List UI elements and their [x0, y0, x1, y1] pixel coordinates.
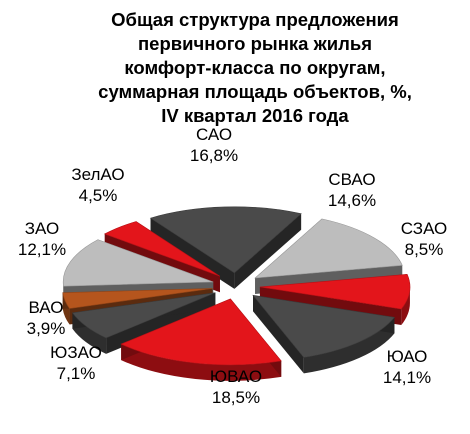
pie-slice-top — [103, 221, 221, 277]
slice-name-label: ЗелАО — [71, 165, 124, 184]
slice-name-label: ЮВАО — [210, 367, 262, 386]
chart-title-line: комфорт-класса по округам, — [124, 57, 386, 78]
chart-title-line: суммарная площадь объектов, %, — [98, 81, 412, 102]
slice-value-label: 12,1% — [18, 240, 66, 259]
slice-name-label: СВАО — [328, 170, 375, 189]
slice-name-label: ВАО — [29, 298, 64, 317]
pie-slice-side — [303, 317, 395, 374]
slice-name-label: ЮЗАО — [50, 343, 102, 362]
chart-title-line: Общая структура предложения — [111, 9, 399, 30]
slice-value-label: 8,5% — [405, 240, 444, 259]
slice-value-label: 4,5% — [79, 186, 118, 205]
slice-name-label: ЮАО — [387, 347, 428, 366]
pie-slice — [149, 206, 302, 289]
pie-slice-side — [121, 344, 282, 381]
chart-title-line: IV квартал 2016 года — [161, 105, 349, 126]
pie-slice-top — [149, 206, 302, 274]
pie-slice-top — [62, 239, 214, 287]
chart-title: Общая структура предложения первичного р… — [60, 8, 450, 128]
slice-value-label: 3,9% — [27, 319, 66, 338]
slice-name-label: СЗАО — [401, 219, 448, 238]
pie-slice-side — [401, 286, 410, 325]
pie-slice — [71, 292, 216, 354]
slice-value-label: 14,6% — [328, 191, 376, 210]
chart-title-line: первичного рынка жилья — [138, 33, 372, 54]
pie-slice-face — [234, 213, 302, 289]
pie-slice-top — [62, 288, 213, 309]
slice-name-label: ЗАО — [25, 219, 59, 238]
pie-slice-top — [259, 273, 411, 310]
slice-value-label: 14,1% — [383, 368, 431, 387]
pie-slice-face — [150, 218, 235, 289]
slice-name-label: САО — [196, 125, 232, 144]
pie-slice-top — [252, 294, 395, 358]
pie-labels: САО 16,8% СВАО 14,6% СЗАО 8,5% ЮАО 14,1% ЮВАО 18,… — [18, 125, 447, 407]
slice-value-label: 7,1% — [57, 364, 96, 383]
pie-slice — [120, 298, 282, 381]
pie-slice-top — [254, 218, 403, 279]
pie-slice-top — [71, 292, 216, 339]
pie-slice — [252, 294, 395, 374]
slice-value-label: 16,8% — [190, 146, 238, 165]
pie-slice-top — [120, 298, 282, 366]
pie-slice-face — [253, 295, 304, 374]
slice-value-label: 18,5% — [212, 388, 260, 407]
pie-slices — [62, 206, 411, 381]
